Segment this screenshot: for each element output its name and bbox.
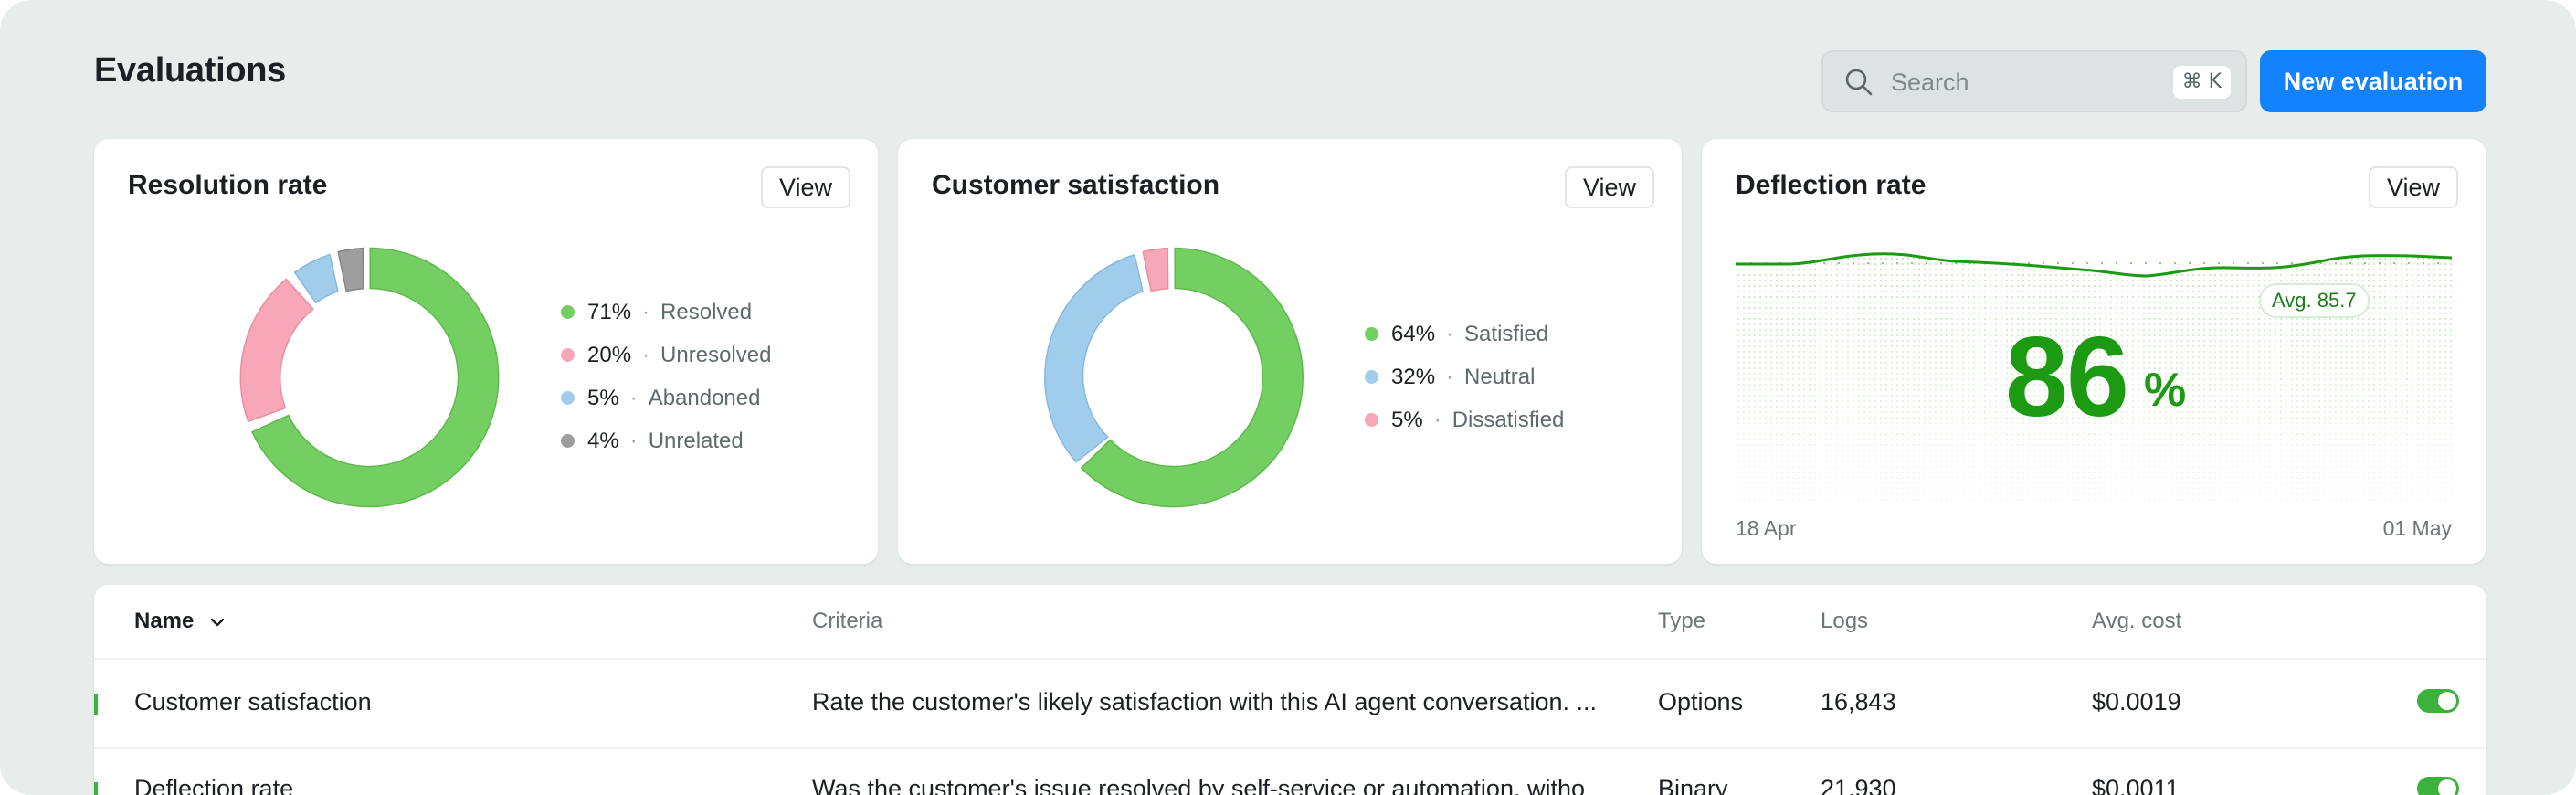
keyboard-shortcut-badge: ⌘ K [2172, 66, 2231, 99]
view-button[interactable]: View [760, 166, 850, 208]
unrelated-segment [337, 247, 364, 292]
legend-item-satisfied: 64% · Satisfied [1365, 313, 1564, 355]
customer-satisfaction-card: Customer satisfaction View 64% · Satisfie… [898, 139, 1682, 564]
satisfaction-donut-chart [1044, 247, 1304, 508]
page-title: Evaluations [94, 51, 286, 90]
deflection-unit: % [2144, 364, 2187, 417]
table-row-name[interactable]: Deflection rate [134, 775, 294, 795]
table-row-name[interactable]: Customer satisfaction [134, 688, 372, 716]
x-axis-end-label: 01 May [2382, 516, 2452, 540]
deflection-value: 86 [2005, 314, 2129, 440]
legend-item-neutral: 32% · Neutral [1365, 355, 1564, 398]
table-row-type: Options [1658, 688, 1744, 716]
column-header-criteria: Criteria [812, 609, 883, 633]
new-evaluation-button[interactable]: New evaluation [2260, 50, 2486, 112]
column-header-logs: Logs [1821, 609, 1869, 633]
view-button[interactable]: View [1564, 166, 1654, 208]
enabled-toggle[interactable] [2417, 689, 2459, 713]
header-divider [94, 658, 2486, 660]
search-icon [1845, 69, 1873, 96]
card-title: Resolution rate [128, 170, 328, 200]
table-row-logs: 16,843 [1821, 688, 1896, 716]
view-button[interactable]: View [2368, 166, 2458, 208]
unresolved-segment [239, 278, 314, 423]
abandoned-segment [293, 253, 339, 304]
resolution-donut-chart [239, 247, 500, 508]
legend-item-unrelated: 4% · Unrelated [561, 419, 771, 462]
row-divider [94, 747, 2486, 749]
legend-item-resolved: 71% · Resolved [561, 291, 771, 334]
enabled-toggle[interactable] [2417, 777, 2459, 795]
x-axis-start-label: 18 Apr [1736, 516, 1797, 540]
satisfied-segment [1080, 247, 1304, 508]
legend-item-unresolved: 20% · Unresolved [561, 334, 771, 376]
legend-item-abandoned: 5% · Abandoned [561, 376, 771, 419]
dissatisfied-segment [1142, 247, 1169, 292]
resolved-segment [251, 247, 500, 508]
column-header-avg-cost: Avg. cost [2092, 609, 2182, 633]
search-input[interactable]: Search ⌘ K [1821, 50, 2247, 112]
neutral-segment [1044, 253, 1144, 463]
row-status-marker [94, 694, 98, 715]
column-header-type: Type [1658, 609, 1706, 633]
search-placeholder: Search [1891, 69, 1969, 96]
table-row-avg-cost: $0.0011 [2092, 775, 2180, 795]
evaluations-table: Name Criteria Type Logs Avg. cost Custom… [94, 585, 2486, 795]
average-badge: Avg. 85.7 [2259, 283, 2370, 318]
table-row-logs: 21,930 [1821, 775, 1896, 795]
table-row-type: Binary [1658, 775, 1728, 795]
resolution-legend: 71% · Resolved 20% · Unresolved 5% · Abando… [561, 291, 771, 462]
table-row-avg-cost: $0.0019 [2092, 688, 2181, 716]
card-title: Deflection rate [1736, 170, 1927, 200]
table-row-criteria: Was the customer's issue resolved by sel… [812, 775, 1585, 795]
chevron-down-icon [210, 618, 225, 626]
satisfaction-legend: 64% · Satisfied 32% · Neutral 5% · Dissatis… [1365, 313, 1564, 441]
row-status-marker [94, 782, 98, 795]
deflection-rate-card: Deflection rate View Avg. 85.7 86 % 18 A… [1702, 139, 2486, 564]
sparkline-line [1736, 252, 2452, 278]
legend-item-dissatisfied: 5% · Dissatisfied [1365, 398, 1564, 441]
card-title: Customer satisfaction [932, 170, 1220, 200]
table-row-criteria: Rate the customer's likely satisfaction … [812, 688, 1598, 716]
resolution-rate-card: Resolution rate View 71% · Resolved 20% · … [94, 139, 878, 564]
column-header-name[interactable]: Name [134, 609, 226, 634]
